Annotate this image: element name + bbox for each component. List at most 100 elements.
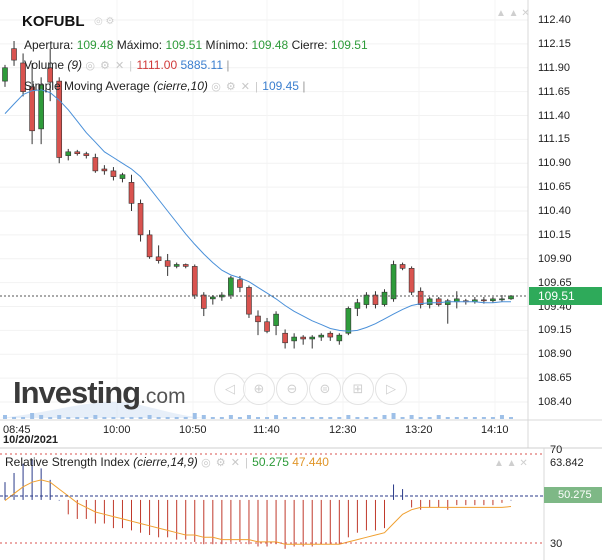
volume-bar — [246, 415, 251, 419]
volume-bar — [39, 415, 44, 419]
candle — [354, 298, 361, 317]
open-value: 109.48 — [76, 38, 114, 52]
candle — [38, 77, 44, 145]
price-tick-label: 111.65 — [538, 85, 571, 98]
volume-bar — [364, 417, 369, 419]
rsi-panel — [4, 459, 512, 549]
candle — [472, 296, 478, 304]
price-grid — [0, 0, 528, 420]
volume-bar — [337, 417, 342, 419]
open-label: Apertura: — [24, 38, 74, 52]
volume-bar — [265, 417, 270, 419]
candle — [408, 266, 415, 296]
candle — [155, 245, 162, 264]
sma-label: Simple Moving Average — [24, 79, 150, 93]
volume-bar — [256, 417, 260, 419]
volume-bar — [283, 417, 288, 419]
volume-bar — [509, 417, 513, 419]
rsi-value-2: 47.440 — [292, 455, 329, 469]
fit-chart-button[interactable]: ⊞ — [342, 373, 374, 405]
candle — [29, 62, 35, 145]
zoom-reset-button[interactable]: ⊜ — [309, 373, 341, 405]
candle — [444, 298, 451, 324]
zoom-in-button[interactable]: ⊕ — [243, 373, 275, 405]
time-tick-label: 14:10 — [481, 424, 509, 436]
rsi-collapse-icons[interactable]: ▲ ▲ ✕ — [494, 458, 528, 469]
volume-bar — [274, 415, 279, 419]
candle — [309, 335, 316, 349]
candle — [300, 335, 306, 345]
candle — [372, 291, 379, 309]
price-tick-label: 111.15 — [538, 133, 571, 146]
volume-bar — [301, 417, 306, 419]
volume-bars — [0, 401, 513, 419]
candle — [490, 296, 496, 303]
volume-bar — [192, 413, 197, 419]
price-tick-label: 111.90 — [538, 61, 571, 74]
volume-bar — [183, 417, 188, 419]
low-label: Mínimo: — [205, 38, 249, 52]
volume-bar — [427, 417, 432, 419]
volume-bar — [75, 417, 80, 419]
volume-bar — [237, 417, 242, 419]
rsi-value-tag: 50.275 — [544, 487, 602, 503]
candle — [390, 260, 397, 302]
volume-bar — [21, 417, 26, 419]
sma-value: 109.45 — [262, 79, 299, 93]
last-price-tag: 109.51 — [529, 287, 602, 305]
price-tick-label: 110.65 — [538, 181, 571, 194]
volume-bar — [201, 415, 206, 419]
candle — [146, 230, 153, 259]
volume-bar — [93, 415, 98, 419]
rsi-axis-mid: 63.842 — [550, 457, 584, 469]
volume-bar — [3, 415, 7, 419]
volume-bar — [454, 417, 459, 419]
rsi-legend[interactable]: Relative Strength Index (cierre,14,9) ◎ … — [5, 455, 329, 469]
candle — [237, 275, 243, 293]
candle — [200, 292, 207, 317]
volume-legend[interactable]: Volume (9) ◎ ⚙ ✕ | 1111.00 5885.11 | — [24, 58, 230, 72]
volume-bar — [355, 417, 360, 419]
low-value: 109.48 — [251, 38, 289, 52]
scroll-right-button[interactable]: ▷ — [375, 373, 407, 405]
candle — [74, 149, 81, 156]
zoom-out-button[interactable]: ⊖ — [276, 373, 308, 405]
time-axis-date: 10/20/2021 — [3, 434, 59, 446]
volume-bar — [310, 417, 315, 419]
rsi-value-1: 50.275 — [252, 455, 289, 469]
candle — [399, 262, 406, 271]
ticker-symbol: KOFUBL — [22, 13, 85, 30]
volume-bar — [57, 415, 62, 419]
price-tick-label: 112.40 — [538, 14, 571, 26]
price-tick-label: 108.40 — [538, 396, 572, 408]
time-tick-label: 10:00 — [103, 424, 131, 436]
price-tick-label: 109.90 — [538, 252, 572, 265]
volume-bar — [328, 417, 333, 419]
sma-controls-icon[interactable]: ◎ ⚙ ✕ | — [211, 81, 259, 93]
candle — [417, 287, 424, 309]
price-tick-label: 112.15 — [538, 37, 571, 50]
volume-bar — [400, 417, 405, 419]
sma-legend[interactable]: Simple Moving Average (cierre,10) ◎ ⚙ ✕ … — [24, 79, 306, 93]
volume-bar — [66, 417, 71, 419]
volume-controls-icon[interactable]: ◎ ⚙ ✕ | — [85, 60, 134, 72]
volume-bar — [481, 417, 486, 419]
chart-collapse-icons[interactable]: ▲ ▲ ✕ — [496, 8, 530, 19]
candle — [508, 295, 514, 300]
price-tick-label: 109.65 — [538, 276, 572, 289]
price-tick-label: 108.90 — [538, 348, 572, 361]
candle — [327, 331, 334, 341]
volume-bar — [319, 417, 324, 419]
rsi-controls-icon[interactable]: ◎ ⚙ ✕ | — [201, 457, 249, 469]
candle — [273, 311, 279, 336]
scroll-left-button[interactable]: ◁ — [214, 373, 246, 405]
candle — [363, 292, 370, 309]
high-label: Máximo: — [116, 38, 163, 52]
volume-bar — [174, 417, 179, 419]
investing-logo: Investing.com — [13, 375, 186, 410]
volume-param: (9) — [67, 58, 83, 72]
volume-bar — [499, 415, 504, 419]
candle — [191, 264, 198, 299]
ticker-settings-icon[interactable]: ◎ ⚙ — [94, 16, 115, 27]
